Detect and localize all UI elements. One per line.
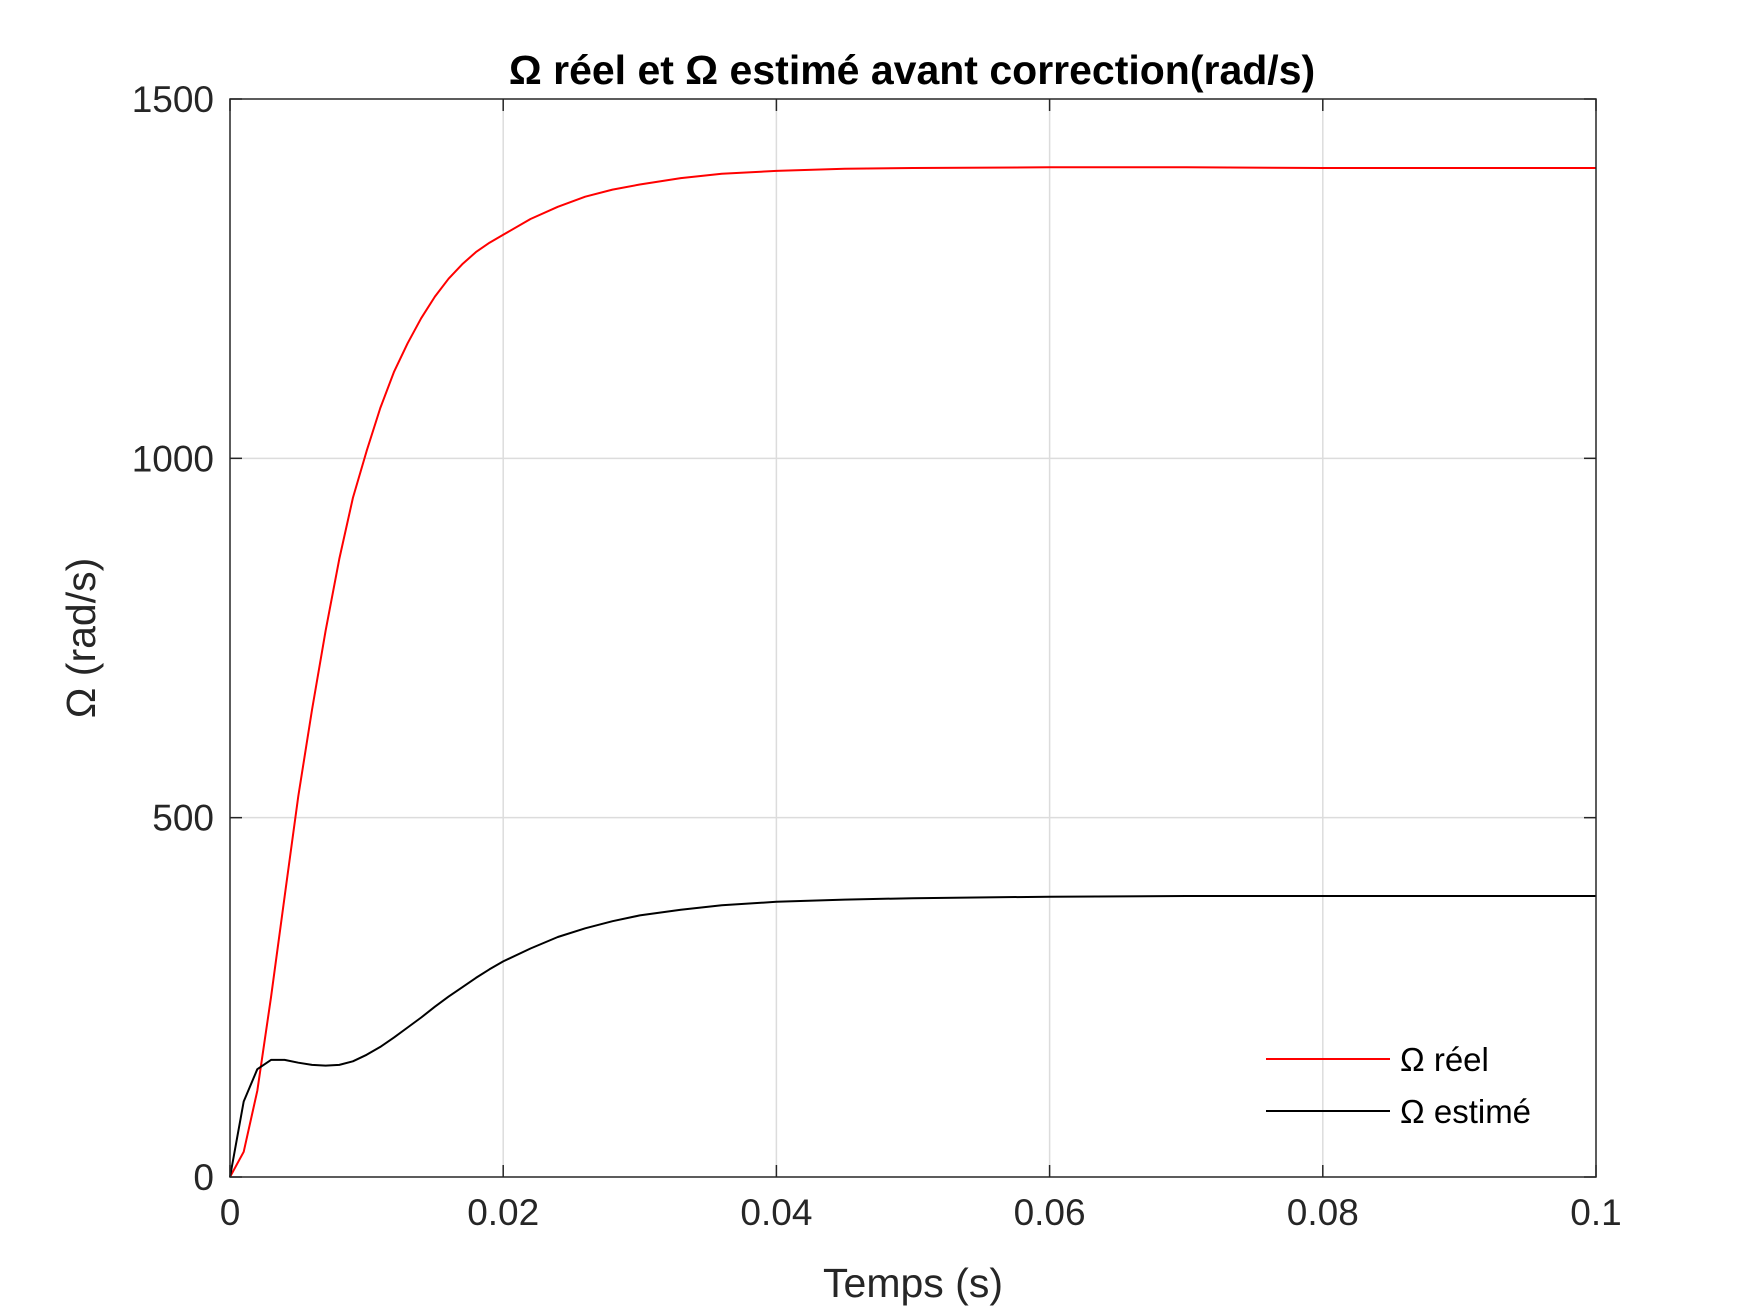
x-axis-label: Temps (s) (823, 1260, 1003, 1306)
series-line-omega-reel (230, 167, 1596, 1177)
grid-lines (230, 99, 1596, 1177)
y-axis-label: Ω (rad/s) (58, 558, 104, 719)
x-tick-labels: 0 0.02 0.04 0.06 0.08 0.1 (220, 1192, 1622, 1233)
legend: Ω réel Ω estimé (1266, 1041, 1531, 1130)
plot-lines (230, 167, 1596, 1177)
legend-label-omega-reel: Ω réel (1400, 1041, 1489, 1078)
y-tick-label: 1500 (132, 79, 214, 120)
axis-ticks (230, 99, 1596, 1177)
x-tick-label: 0.1 (1570, 1192, 1621, 1233)
legend-label-omega-estime: Ω estimé (1400, 1093, 1531, 1130)
y-tick-labels: 0 500 1000 1500 (132, 79, 214, 1198)
x-tick-label: 0.06 (1014, 1192, 1086, 1233)
y-tick-label: 500 (152, 798, 214, 839)
x-tick-label: 0.04 (740, 1192, 812, 1233)
y-tick-label: 1000 (132, 438, 214, 479)
series-line-omega-estime (230, 896, 1596, 1177)
x-tick-label: 0.02 (467, 1192, 539, 1233)
plot-frame (230, 99, 1596, 1177)
chart-title: Ω réel et Ω estimé avant correction(rad/… (509, 47, 1315, 93)
x-tick-label: 0 (220, 1192, 241, 1233)
y-tick-label: 0 (193, 1157, 214, 1198)
x-tick-label: 0.08 (1287, 1192, 1359, 1233)
